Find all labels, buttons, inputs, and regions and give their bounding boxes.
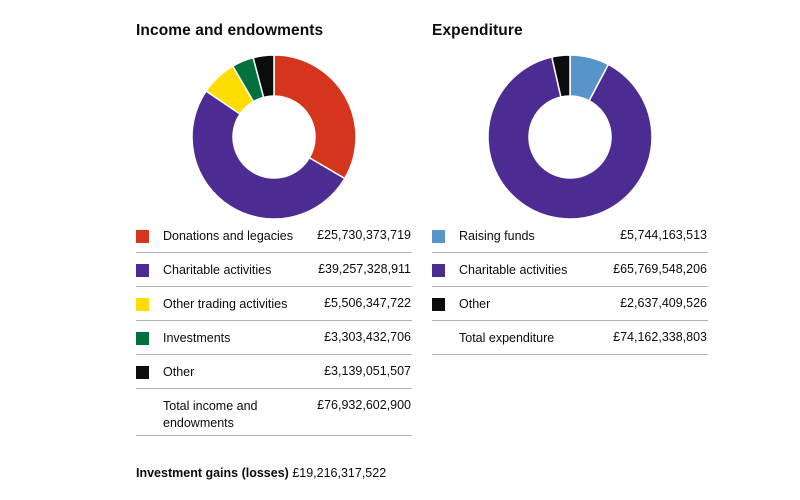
- legend-swatch: [136, 332, 149, 345]
- total-value: £74,162,338,803: [613, 330, 707, 344]
- legend-swatch: [136, 230, 149, 243]
- legend-value: £39,257,328,911: [318, 262, 411, 276]
- expenditure-legend: Raising funds £5,744,163,513 Charitable …: [432, 219, 708, 355]
- investment-gains: Investment gains (losses) £19,216,317,52…: [136, 466, 386, 480]
- legend-swatch: [432, 230, 445, 243]
- legend-label: Other trading activities: [163, 297, 288, 311]
- income-chart-title: Income and endowments: [136, 22, 324, 39]
- legend-row-raising: Raising funds £5,744,163,513: [432, 219, 708, 253]
- legend-row-total: Total income and endowments £76,932,602,…: [136, 389, 412, 436]
- legend-swatch: [136, 366, 149, 379]
- legend-value: £5,506,347,722: [324, 296, 411, 310]
- slice-donations-and-legacies: [273, 54, 357, 180]
- legend-row-charitable: Charitable activities £65,769,548,206: [432, 253, 708, 287]
- slice-other: [550, 54, 571, 98]
- legend-label: Charitable activities: [163, 263, 272, 277]
- slice-charitable-activities: [487, 56, 653, 220]
- legend-value: £65,769,548,206: [613, 262, 707, 276]
- legend-label: Donations and legacies: [163, 229, 293, 243]
- legend-value: £2,637,409,526: [620, 296, 707, 310]
- legend-swatch: [432, 298, 445, 311]
- slice-other: [252, 54, 275, 99]
- legend-swatch: [136, 264, 149, 277]
- slice-charitable-activities: [191, 89, 346, 220]
- legend-row-other: Other £2,637,409,526: [432, 287, 708, 321]
- legend-label: Investments: [163, 331, 231, 345]
- legend-value: £3,303,432,706: [324, 330, 411, 344]
- legend-label: Raising funds: [459, 229, 535, 243]
- legend-row-other: Other £3,139,051,507: [136, 355, 412, 389]
- investment-gains-value: £19,216,317,522: [292, 466, 387, 480]
- legend-row-donations: Donations and legacies £25,730,373,719: [136, 219, 412, 253]
- legend-value: £25,730,373,719: [317, 228, 411, 242]
- income-donut-chart: [191, 54, 357, 220]
- legend-label: Other: [163, 365, 195, 379]
- total-label: Total expenditure: [459, 331, 555, 345]
- legend-value: £5,744,163,513: [620, 228, 707, 242]
- total-value: £76,932,602,900: [317, 398, 411, 412]
- legend-row-trading: Other trading activities £5,506,347,722: [136, 287, 412, 321]
- expenditure-chart-title: Expenditure: [432, 22, 523, 39]
- total-label: Total income and endowments: [163, 399, 258, 430]
- legend-swatch: [432, 264, 445, 277]
- income-legend: Donations and legacies £25,730,373,719 C…: [136, 219, 412, 436]
- legend-row-total: Total expenditure £74,162,338,803: [432, 321, 708, 355]
- legend-label: Other: [459, 297, 491, 311]
- investment-gains-label: Investment gains (losses): [136, 466, 289, 480]
- expenditure-donut-chart: [487, 54, 653, 220]
- legend-label: Charitable activities: [459, 263, 568, 277]
- legend-row-charitable: Charitable activities £39,257,328,911: [136, 253, 412, 287]
- legend-swatch: [136, 298, 149, 311]
- legend-row-investments: Investments £3,303,432,706: [136, 321, 412, 355]
- legend-value: £3,139,051,507: [324, 364, 411, 378]
